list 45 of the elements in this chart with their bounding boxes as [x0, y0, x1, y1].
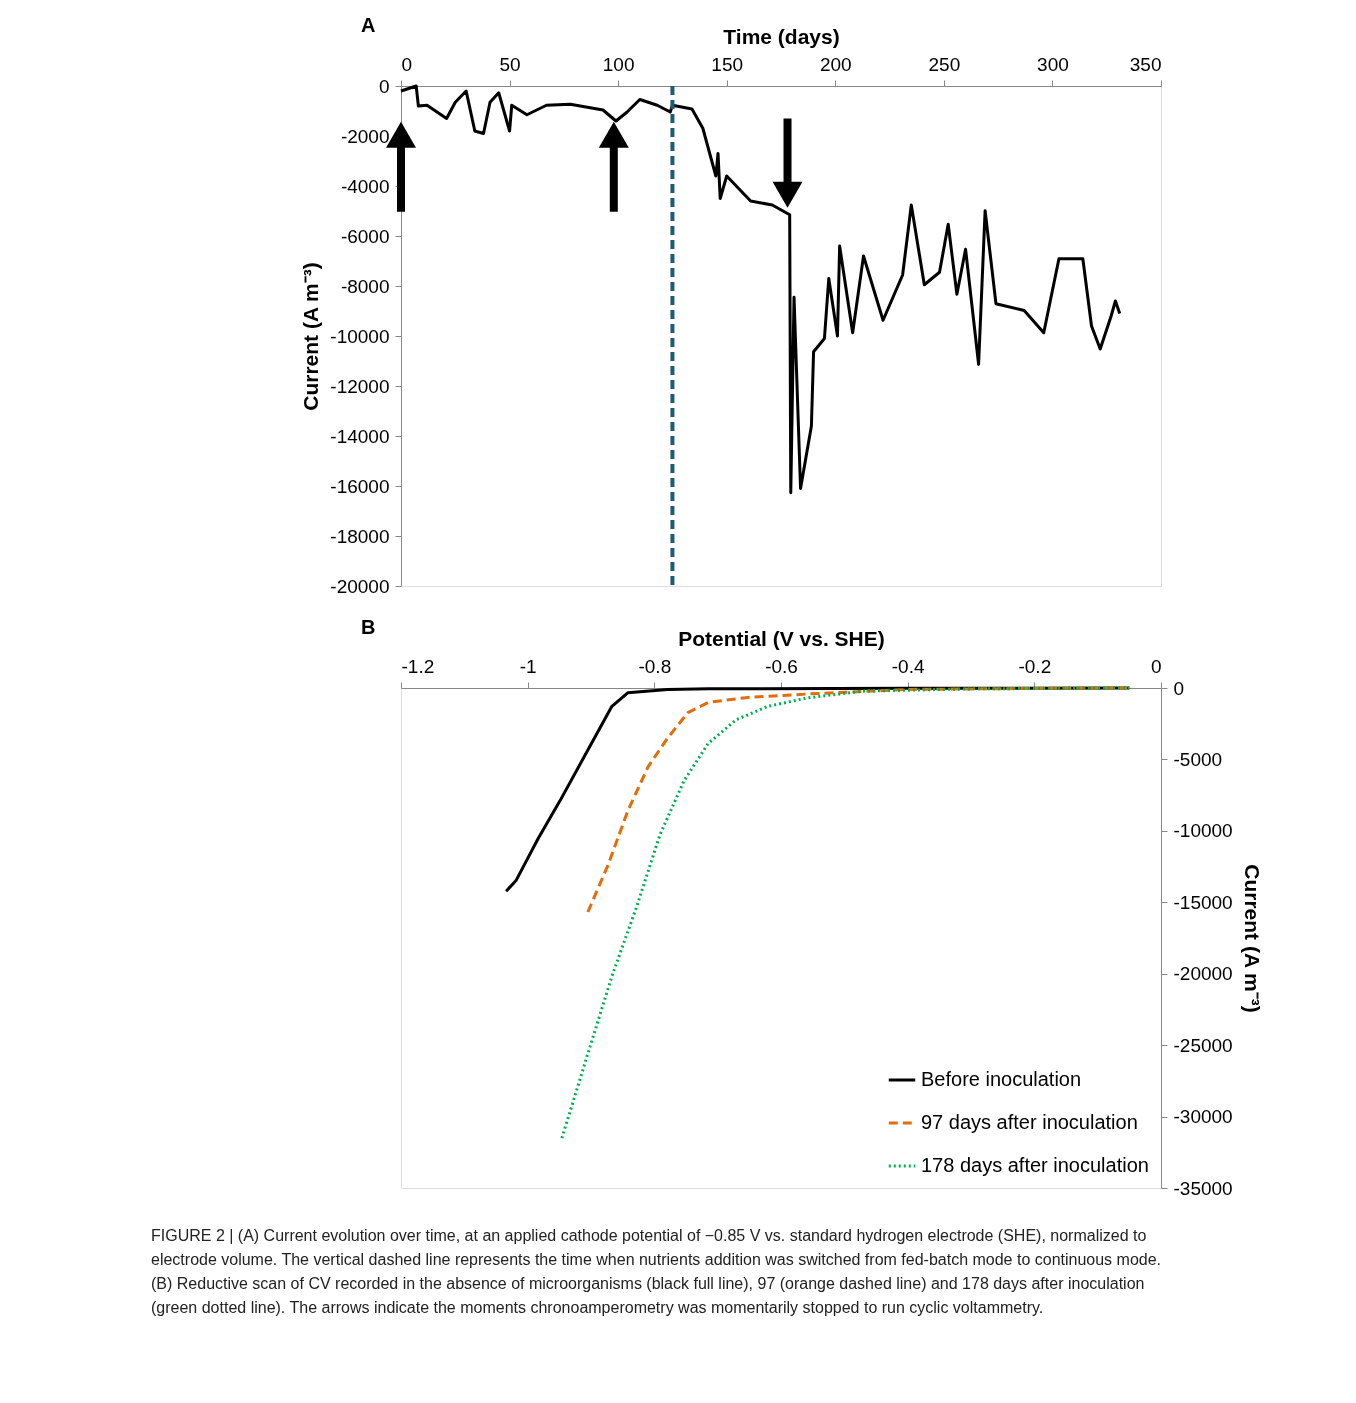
- x-tick-label: 200: [819, 53, 852, 75]
- x-tick-label: 100: [602, 53, 635, 75]
- y-tick-label: -25000: [1173, 1034, 1233, 1056]
- x-axis-title: Potential (V vs. SHE): [678, 626, 885, 650]
- y-tick-label: -20000: [1173, 963, 1233, 985]
- x-tick-label: 0: [1150, 655, 1162, 677]
- x-tick-label: -1: [519, 655, 537, 677]
- y-tick-label: -35000: [1173, 1177, 1233, 1199]
- legend-label: 178 days after inoculation: [921, 1154, 1149, 1176]
- x-tick-label: 250: [928, 53, 961, 75]
- chart-title: B: [361, 616, 376, 638]
- x-tick-label: 350: [1129, 53, 1162, 75]
- y-tick-label: -8000: [340, 275, 390, 297]
- y-tick-label: -4000: [340, 175, 390, 197]
- y-tick-label: -6000: [340, 225, 390, 247]
- x-tick-label: 0: [401, 53, 413, 75]
- x-tick-label: -0.8: [638, 655, 672, 677]
- y-tick-label: -18000: [330, 525, 390, 547]
- y-axis-title: Current (A m⁻³): [299, 262, 323, 411]
- y-tick-label: -10000: [1173, 820, 1233, 842]
- x-tick-label: -0.2: [1018, 655, 1052, 677]
- legend-label: 97 days after inoculation: [921, 1111, 1138, 1133]
- y-axis-title: Current (A m⁻³): [1240, 864, 1264, 1013]
- caption: FIGURE 2 | (A) Current evolution over time, at an applied cathode potential of −0.85 V vs. standard hydrogen electrode (SHE), normalized to electrode volume. The vertical dashed line represents the time when nutrients addition was switched from fed-batch mode to continuous mode. (B) Reductive scan of CV recorded in the absence of microorganisms (black full line), 97 (orange dashed line) and 178 days after inoculation (green dotted line). The arrows indicate the moments chronoamperometry was momentarily stopped to run cyclic voltammetry.: [151, 1227, 1162, 1316]
- x-axis-title: Time (days): [723, 24, 840, 48]
- y-tick-label: -5000: [1173, 748, 1223, 770]
- x-tick-label: 50: [499, 53, 521, 75]
- x-tick-label: 150: [711, 53, 744, 75]
- y-tick-label: -20000: [330, 575, 390, 597]
- y-tick-label: -2000: [340, 125, 390, 147]
- y-tick-label: 0: [378, 75, 390, 97]
- x-tick-label: -0.6: [765, 655, 798, 677]
- legend-label: Before inoculation: [921, 1068, 1082, 1090]
- x-tick-label: -1.2: [401, 655, 435, 677]
- y-tick-label: -10000: [330, 325, 390, 347]
- chart-title: A: [361, 14, 376, 36]
- y-tick-label: -16000: [330, 475, 390, 497]
- x-tick-label: 300: [1037, 53, 1069, 75]
- y-tick-label: 0: [1173, 677, 1185, 699]
- line-series: [399, 84, 1122, 495]
- y-tick-label: -12000: [330, 375, 390, 397]
- y-tick-label: -30000: [1173, 1106, 1233, 1128]
- y-tick-label: -15000: [1173, 891, 1233, 913]
- x-tick-label: -0.4: [891, 655, 925, 677]
- y-tick-label: -14000: [330, 425, 390, 447]
